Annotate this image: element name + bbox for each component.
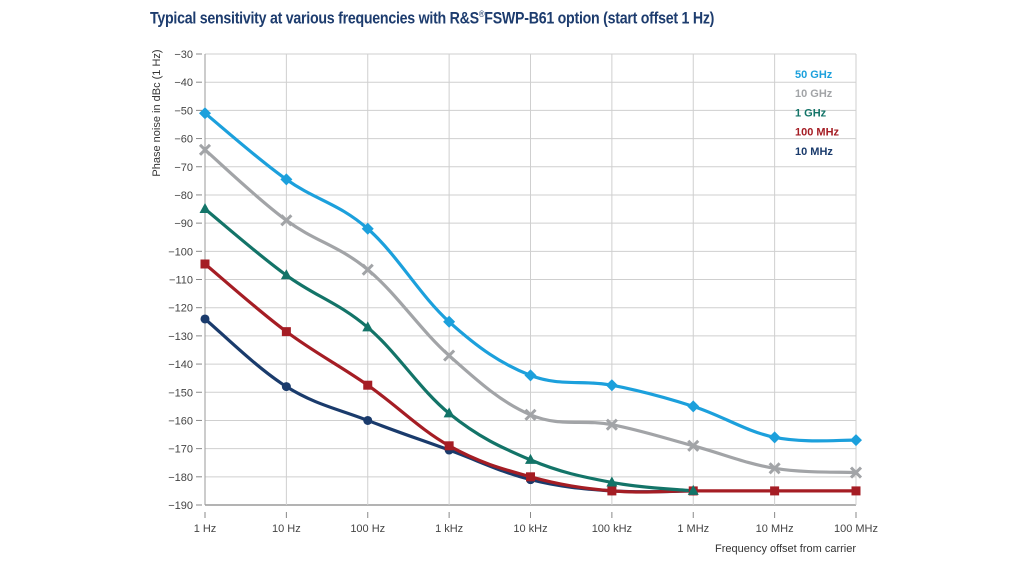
x-tick-label: 100 kHz bbox=[592, 523, 632, 535]
y-tick-label: −80 bbox=[174, 190, 193, 202]
x-tick-label: 1 Hz bbox=[194, 523, 217, 535]
data-point-10-ghz bbox=[198, 143, 212, 156]
data-point-50-ghz bbox=[768, 431, 781, 444]
data-point-50-ghz bbox=[524, 369, 537, 382]
data-point-50-ghz bbox=[687, 400, 700, 413]
data-point-10-ghz bbox=[280, 214, 293, 227]
y-tick-label: −100 bbox=[168, 246, 193, 258]
y-axis-label: Phase noise in dBc (1 Hz) bbox=[151, 49, 163, 176]
data-point-1-ghz bbox=[362, 321, 374, 332]
y-tick-label: −130 bbox=[168, 331, 193, 343]
legend-item: 10 GHz bbox=[795, 88, 833, 100]
y-tick-label: −170 bbox=[168, 444, 193, 456]
x-tick-label: 100 MHz bbox=[834, 523, 878, 535]
y-tick-label: −50 bbox=[174, 105, 193, 117]
data-point-1-ghz bbox=[199, 203, 211, 214]
series-line-50-ghz bbox=[203, 111, 858, 443]
data-point-100-mhz bbox=[200, 259, 210, 269]
x-tick-label: 1 MHz bbox=[677, 523, 709, 535]
legend: 50 GHz 10 GHz 1 GHz 100 MHz 10 MHz bbox=[795, 69, 840, 158]
x-tick-label: 10 MHz bbox=[756, 523, 794, 535]
data-point-10-ghz bbox=[687, 439, 700, 452]
data-point-10-ghz bbox=[605, 418, 618, 431]
data-point-100-mhz bbox=[607, 486, 617, 496]
data-point-10-mhz bbox=[200, 314, 210, 324]
data-point-50-ghz bbox=[199, 107, 211, 120]
data-point-100-mhz bbox=[770, 486, 780, 496]
data-point-100-mhz bbox=[444, 441, 454, 451]
y-tick-label: −160 bbox=[168, 415, 193, 427]
series-markers bbox=[198, 107, 863, 496]
data-point-10-ghz bbox=[443, 349, 456, 362]
x-tick-label: 10 Hz bbox=[272, 523, 301, 535]
data-point-1-ghz bbox=[606, 476, 618, 487]
y-tick-label: −150 bbox=[168, 387, 193, 399]
legend-item: 10 MHz bbox=[795, 146, 833, 158]
data-point-100-mhz bbox=[526, 472, 535, 482]
legend-item: 50 GHz bbox=[795, 69, 833, 81]
y-tick-label: −120 bbox=[168, 303, 193, 315]
y-tick-label: −90 bbox=[174, 218, 193, 230]
data-point-1-ghz bbox=[687, 484, 699, 495]
y-tick-label: −70 bbox=[174, 162, 193, 174]
data-point-50-ghz bbox=[361, 222, 374, 235]
data-point-1-ghz bbox=[280, 269, 292, 280]
grid bbox=[204, 53, 857, 506]
data-point-100-mhz bbox=[851, 486, 861, 496]
data-point-10-ghz bbox=[361, 263, 374, 276]
data-point-1-ghz bbox=[525, 453, 536, 464]
data-point-10-ghz bbox=[524, 408, 537, 421]
y-tick-label: −110 bbox=[169, 275, 193, 287]
data-point-10-mhz bbox=[363, 415, 373, 425]
data-point-1-ghz bbox=[443, 407, 455, 418]
y-tick-label: −40 bbox=[174, 77, 193, 89]
data-point-10-ghz bbox=[849, 466, 863, 479]
data-point-50-ghz bbox=[443, 315, 456, 328]
y-tick-label: −190 bbox=[168, 500, 193, 512]
y-tick-label: −140 bbox=[168, 359, 193, 371]
data-point-50-ghz bbox=[605, 379, 618, 392]
legend-item: 100 MHz bbox=[795, 127, 840, 139]
series-line-10-ghz bbox=[203, 148, 858, 475]
legend-item: 1 GHz bbox=[795, 107, 827, 119]
x-tick-label: 100 Hz bbox=[350, 523, 385, 535]
x-axis-label: Frequency offset from carrier bbox=[715, 543, 856, 555]
y-axis-ticks: −30 −40 −50 −60 −70 −80 −90 −100 −110 −120 −130 −14… bbox=[168, 49, 202, 512]
data-point-100-mhz bbox=[363, 380, 373, 390]
chart-title: Typical sensitivity at various frequenci… bbox=[150, 9, 715, 28]
data-point-10-mhz bbox=[281, 382, 291, 392]
x-tick-label: 10 kHz bbox=[513, 523, 547, 535]
data-point-50-ghz bbox=[280, 173, 293, 186]
data-point-10-ghz bbox=[768, 462, 781, 475]
x-tick-label: 1 kHz bbox=[435, 523, 463, 535]
y-tick-label: −30 bbox=[174, 49, 193, 61]
y-tick-label: −60 bbox=[174, 134, 193, 146]
data-point-50-ghz bbox=[850, 434, 862, 447]
y-tick-label: −180 bbox=[168, 472, 193, 484]
data-point-100-mhz bbox=[281, 327, 291, 337]
x-axis-ticks: 1 Hz 10 Hz 100 Hz 1 kHz 10 kHz 100 kHz 1 MHz 10… bbox=[194, 512, 878, 535]
